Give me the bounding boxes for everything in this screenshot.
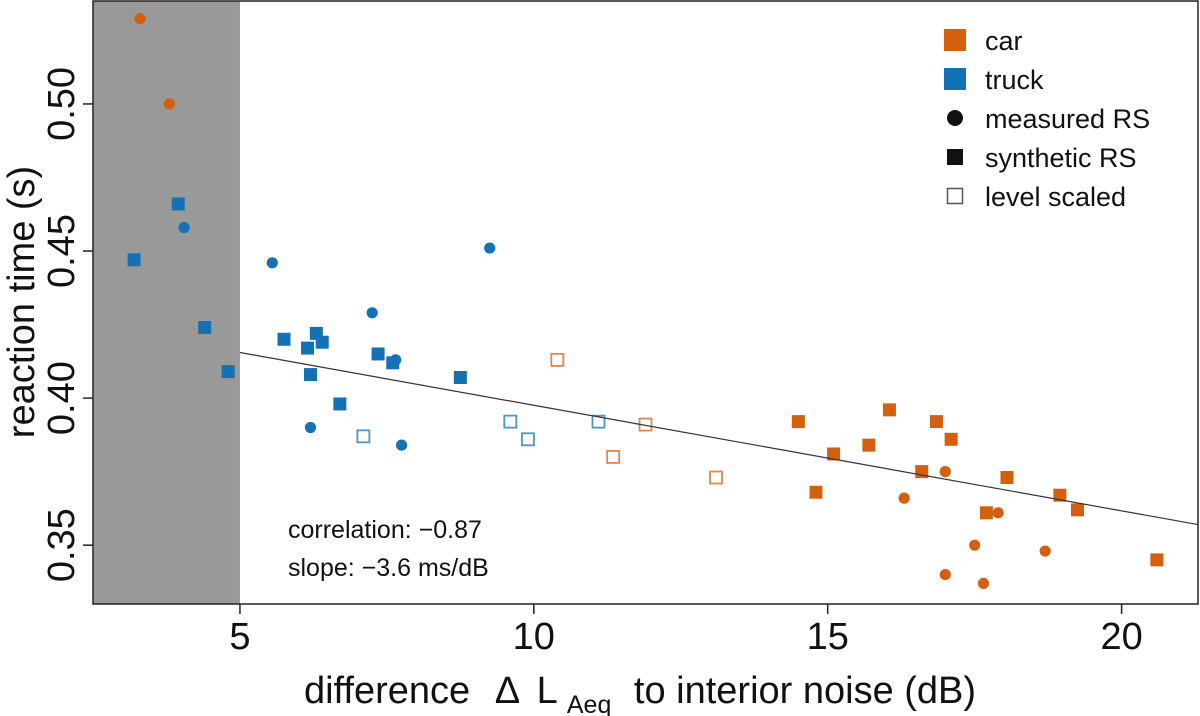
car-synthetic-point [862, 438, 876, 452]
truck-level-scaled-point [521, 432, 535, 447]
x-axis: 5 10 15 20 [229, 604, 1143, 658]
truck-synthetic-point [277, 332, 291, 346]
legend-item: synthetic RS [947, 143, 1137, 173]
legend-marker-open-square [946, 187, 964, 205]
truck-synthetic-point [301, 341, 315, 355]
y-tick-label: 0.50 [41, 67, 83, 141]
truck-level-scaled-point [356, 429, 371, 444]
legend-label: measured RS [985, 104, 1150, 134]
truck-synthetic-point [171, 197, 185, 211]
y-tick-label: 0.45 [41, 214, 83, 288]
car-synthetic-point [1053, 488, 1067, 502]
truck-synthetic-point [198, 321, 212, 335]
truck-level-scaled-point [503, 414, 518, 429]
car-synthetic-point [791, 415, 805, 429]
car-synthetic-point [944, 432, 958, 446]
truck-synthetic-point [453, 371, 467, 385]
x-axis-title-subscript: Aeq [567, 691, 611, 716]
car-measured-point [939, 568, 951, 581]
truck-synthetic-point [127, 253, 141, 267]
car-measured-point [992, 507, 1004, 519]
x-axis-title-suffix: to interior noise (dB) [634, 670, 976, 712]
x-tick-label: 5 [229, 616, 250, 658]
legend-swatch-truck [944, 68, 966, 90]
legend-item: truck [944, 65, 1044, 95]
car-level-scaled-point [606, 450, 621, 464]
car-measured-point [977, 577, 990, 590]
truck-synthetic-point [303, 368, 317, 382]
legend-marker-circle [947, 110, 963, 126]
truck-measured-point [395, 439, 408, 451]
truck-synthetic-point [386, 356, 400, 370]
car-measured-point [134, 13, 146, 25]
car-synthetic-point [809, 485, 823, 499]
car-measured-point [939, 466, 951, 478]
car-measured-point [969, 539, 981, 551]
car-synthetic-point [827, 447, 841, 461]
car-measured-point [1039, 545, 1051, 557]
car-synthetic-point [979, 506, 993, 520]
car-measured-point [163, 98, 176, 110]
car-synthetic-point [882, 403, 896, 417]
y-tick-label: 0.35 [41, 508, 83, 582]
legend: car truck measured RS synthetic RS level sca… [944, 26, 1150, 212]
shaded-region [93, 1, 240, 604]
x-tick-label: 10 [513, 616, 555, 658]
truck-synthetic-point [315, 335, 329, 349]
x-tick-label: 20 [1100, 616, 1142, 658]
truck-level-scaled-point [591, 414, 606, 429]
legend-marker-square [947, 149, 963, 165]
legend-swatch-car [944, 29, 966, 51]
truck-measured-point [304, 421, 317, 434]
x-axis-title-delta: Δ [495, 670, 520, 712]
truck-measured-point [484, 242, 496, 254]
x-axis-title-prefix: difference [304, 670, 470, 712]
y-tick-label: 0.40 [41, 361, 83, 435]
legend-item: measured RS [947, 104, 1150, 134]
car-synthetic-point [929, 415, 943, 429]
truck-measured-point [178, 221, 190, 234]
y-axis: 0.35 0.40 0.45 0.50 [41, 67, 93, 582]
legend-label: car [985, 26, 1023, 56]
legend-label: truck [985, 65, 1044, 95]
data-points [127, 13, 1164, 590]
legend-item: car [944, 26, 1023, 56]
car-level-scaled-point [709, 470, 723, 485]
regression-line [239, 351, 1199, 526]
x-axis-title: difference Δ L Aeq to interior noise (dB… [304, 670, 976, 716]
y-axis-title: reaction time (s) [1, 166, 43, 438]
truck-synthetic-point [221, 365, 235, 379]
truck-measured-point [366, 307, 378, 319]
car-synthetic-point [1071, 503, 1085, 517]
car-synthetic-point [1000, 471, 1014, 485]
car-measured-point [898, 492, 910, 504]
car-synthetic-point [1150, 553, 1164, 567]
correlation-annotation: correlation: −0.87 [288, 516, 482, 544]
plot-frame [92, 0, 1199, 605]
slope-annotation: slope: −3.6 ms/dB [288, 554, 489, 582]
truck-synthetic-point [333, 397, 347, 411]
legend-label: synthetic RS [985, 143, 1137, 173]
x-axis-title-symbol: L [537, 670, 557, 712]
truck-synthetic-point [371, 347, 385, 361]
x-tick-label: 15 [807, 616, 849, 658]
truck-measured-point [266, 257, 278, 269]
legend-item: level scaled [946, 182, 1126, 212]
legend-label: level scaled [985, 182, 1126, 212]
car-level-scaled-point [550, 352, 565, 367]
